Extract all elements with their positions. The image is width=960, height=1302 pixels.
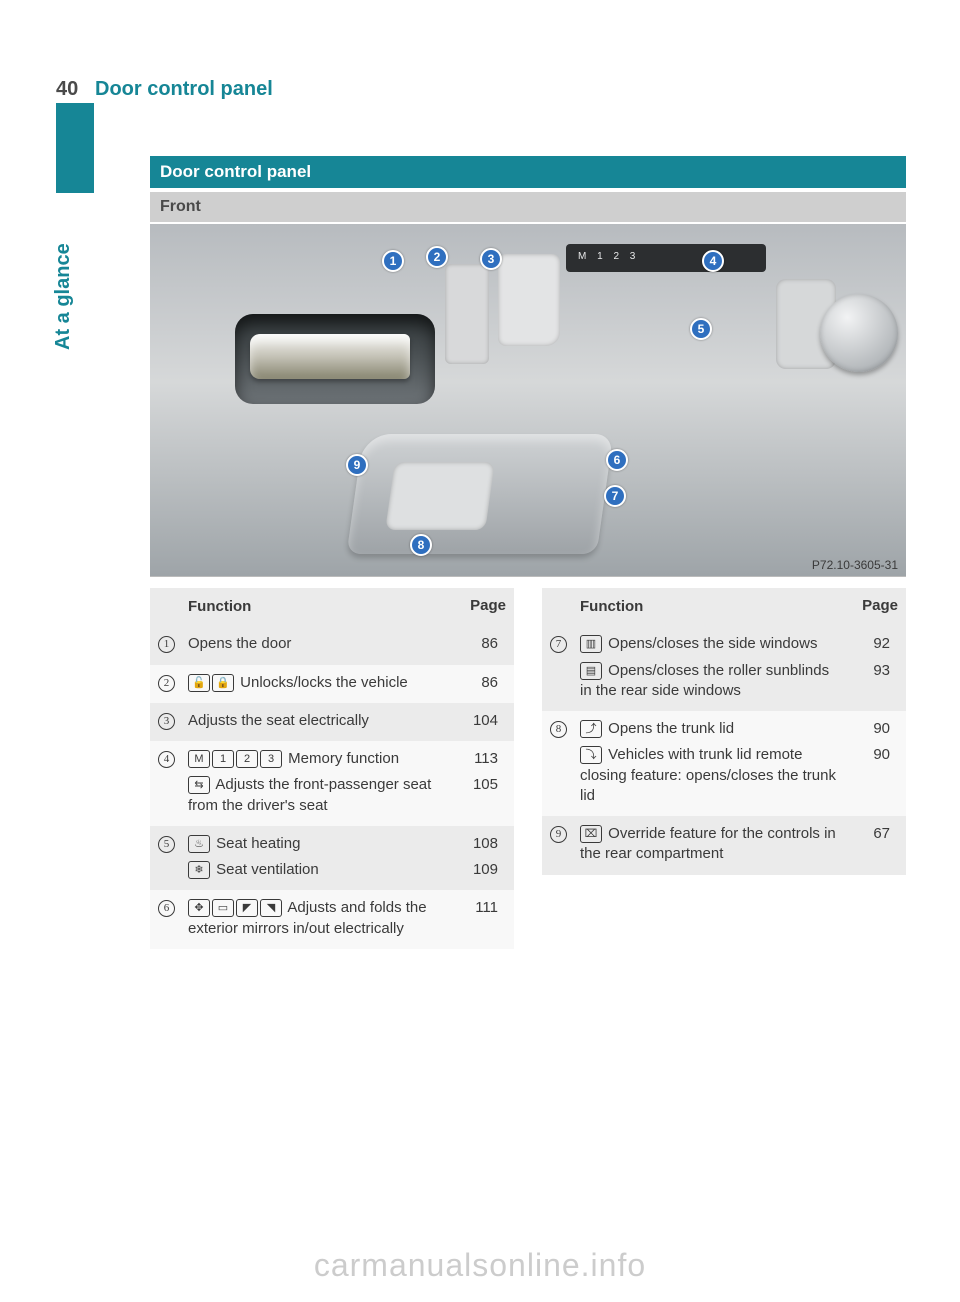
- function-tables: Function Page 1Opens the door862🔓🔒 Unloc…: [150, 588, 906, 949]
- page-root: 40 Door control panel At a glance Door c…: [0, 0, 960, 1302]
- symbol-icon: ▥: [580, 635, 602, 653]
- symbol-icon: ⤵: [580, 746, 602, 764]
- row-index: 4: [158, 749, 188, 767]
- function-table-left: Function Page 1Opens the door862🔓🔒 Unloc…: [150, 588, 514, 949]
- diagram-callout-7: 7: [604, 485, 626, 507]
- symbol-icon: ▭: [212, 899, 234, 917]
- diagram-callout-1: 1: [382, 250, 404, 272]
- diagram-door-panel: M 1 2 3 12 3 4 5 6 7 8 9 P72.10-3605-31: [150, 224, 906, 577]
- row-index: 6: [158, 898, 188, 916]
- row-index: 2: [158, 673, 188, 691]
- header-page: Page: [464, 597, 506, 614]
- page-title: Door control panel: [95, 78, 273, 101]
- row-index: 1: [158, 634, 188, 652]
- diagram-callout-5: 5: [690, 318, 712, 340]
- row-index: 9: [550, 824, 580, 842]
- section-tab: [56, 103, 94, 193]
- row-function: Opens the door86: [188, 634, 506, 654]
- symbol-icon: 🔓: [188, 674, 210, 692]
- symbol-icon: ⤴: [580, 720, 602, 738]
- row-index: 3: [158, 711, 188, 729]
- section-heading-bar: Door control panel: [150, 156, 906, 188]
- row-function: 🔓🔒 Unlocks/locks the vehicle86: [188, 673, 506, 693]
- symbol-icon: ◤: [236, 899, 258, 917]
- door-handle: [250, 334, 410, 379]
- diagram-callout-9: 9: [346, 454, 368, 476]
- symbol-icon: ❄: [188, 861, 210, 879]
- diagram-callout-3: 3: [480, 248, 502, 270]
- diagram-callout-4: 4: [702, 250, 724, 272]
- row-index: 7: [550, 634, 580, 652]
- headlight-dial: [820, 294, 898, 372]
- symbol-icon: ⌧: [580, 825, 602, 843]
- diagram-callout-2: 2: [426, 246, 448, 268]
- symbol-icon: 🔒: [212, 674, 234, 692]
- table-header-row: Function Page: [150, 588, 514, 626]
- memory-buttons-bar: M 1 2 3: [566, 244, 766, 272]
- table-row: 8⤴ Opens the trunk lid90⤵ Vehicles with …: [542, 711, 906, 816]
- subheading-bar: Front: [150, 192, 906, 222]
- symbol-icon: 1: [212, 750, 234, 768]
- symbol-icon: 2: [236, 750, 258, 768]
- section-vertical-label: At a glance: [52, 243, 75, 350]
- symbol-icon: ◥: [260, 899, 282, 917]
- header-page: Page: [856, 597, 898, 614]
- function-table-right: Function Page 7▥ Opens/closes the side w…: [542, 588, 906, 949]
- seat-adjust-switch: [498, 254, 560, 346]
- symbol-icon: M: [188, 750, 210, 768]
- row-function: ▥ Opens/closes the side windows92▤ Opens…: [580, 634, 898, 701]
- table-row: 3Adjusts the seat electrically104: [150, 703, 514, 741]
- diagram-callout-8: 8: [410, 534, 432, 556]
- symbol-icon: ▤: [580, 662, 602, 680]
- header-function: Function: [580, 597, 856, 617]
- symbol-icon: ♨: [188, 835, 210, 853]
- page-number: 40: [56, 78, 78, 101]
- table-row: 9⌧ Override feature for the controls in …: [542, 816, 906, 875]
- row-function: Adjusts the seat electrically104: [188, 711, 506, 731]
- table-row: 2🔓🔒 Unlocks/locks the vehicle86: [150, 665, 514, 703]
- symbol-icon: ⇆: [188, 776, 210, 794]
- row-function: ⌧ Override feature for the controls in t…: [580, 824, 898, 865]
- row-function: ♨ Seat heating108❄ Seat ventilation109: [188, 834, 506, 881]
- symbol-icon: 3: [260, 750, 282, 768]
- lock-unlock-buttons: [445, 264, 489, 364]
- row-index: 5: [158, 834, 188, 852]
- table-row: 6✥▭◤◥ Adjusts and folds the exterior mir…: [150, 890, 514, 949]
- row-index: 8: [550, 719, 580, 737]
- header-function: Function: [188, 597, 464, 617]
- symbol-icon: ✥: [188, 899, 210, 917]
- row-function: ⤴ Opens the trunk lid90⤵ Vehicles with t…: [580, 719, 898, 806]
- diagram-callout-6: 6: [606, 449, 628, 471]
- table-row: 1Opens the door86: [150, 626, 514, 664]
- armrest-switch-block: [385, 462, 495, 530]
- table-row: 7▥ Opens/closes the side windows92▤ Open…: [542, 626, 906, 711]
- diagram-id-label: P72.10-3605-31: [812, 558, 898, 572]
- table-header-row: Function Page: [542, 588, 906, 626]
- row-function: ✥▭◤◥ Adjusts and folds the exterior mirr…: [188, 898, 506, 939]
- row-function: M123 Memory function113⇆ Adjusts the fro…: [188, 749, 506, 816]
- watermark-text: carmanualsonline.info: [0, 1247, 960, 1284]
- table-row: 5♨ Seat heating108❄ Seat ventilation109: [150, 826, 514, 891]
- table-row: 4M123 Memory function113⇆ Adjusts the fr…: [150, 741, 514, 826]
